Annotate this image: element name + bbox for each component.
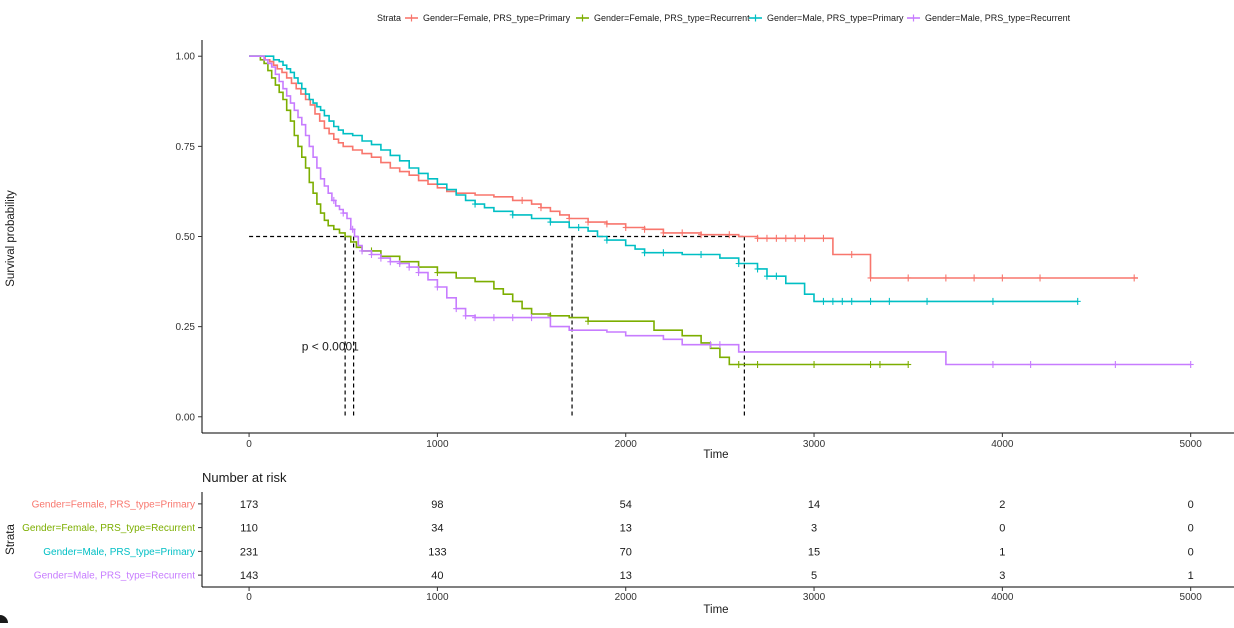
risk-x-tick-label: 5000	[1180, 592, 1203, 603]
legend-entry-4: Gender=Male, PRS_type=Recurrent	[925, 13, 1071, 23]
risk-cell: 0	[1188, 523, 1194, 535]
risk-cell: 2	[999, 499, 1005, 511]
risk-cell: 15	[808, 546, 820, 558]
y-tick-label: 0.25	[176, 322, 196, 333]
p-value-annotation: p < 0.0001	[302, 339, 359, 353]
risk-cell: 3	[811, 523, 817, 535]
y-axis-title: Survival probability	[5, 190, 17, 287]
survival-curve-3	[249, 55, 1078, 303]
risk-x-tick-label: 4000	[991, 592, 1014, 603]
x-tick-label: 2000	[615, 439, 638, 450]
legend-title: Strata	[377, 13, 401, 23]
risk-cell: 0	[999, 523, 1005, 535]
risk-x-axis-title: Time	[703, 604, 728, 616]
risk-y-axis-title: Strata	[5, 524, 17, 555]
y-tick-label: 1.00	[176, 52, 196, 63]
risk-cell: 1	[1188, 570, 1194, 582]
survival-curve-2	[249, 55, 909, 366]
risk-cell: 34	[431, 523, 443, 535]
y-tick-label: 0.50	[176, 232, 196, 243]
x-tick-label: 4000	[991, 439, 1014, 450]
survival-curve-4	[249, 55, 1191, 366]
risk-row-label-2: Gender=Female, PRS_type=Recurrent	[22, 523, 195, 534]
risk-table-panel: Number at risk Gender=Female, PRS_type=Pr…	[5, 470, 1234, 616]
window-corner	[0, 615, 8, 623]
x-tick-label: 1000	[426, 439, 449, 450]
risk-x-tick-label: 3000	[803, 592, 826, 603]
risk-cell: 14	[808, 499, 820, 511]
legend-entry-2: Gender=Female, PRS_type=Recurrent	[594, 13, 750, 23]
risk-x-tick-label: 1000	[426, 592, 449, 603]
survival-curve-1	[249, 55, 1138, 279]
risk-cell: 13	[620, 570, 632, 582]
risk-cell: 5	[811, 570, 817, 582]
risk-cell: 231	[240, 546, 258, 558]
risk-cell: 0	[1188, 499, 1194, 511]
risk-cell: 110	[240, 523, 258, 535]
risk-cell: 0	[1188, 546, 1194, 558]
legend: Strata Gender=Female, PRS_type=Primary Gen…	[377, 13, 1071, 23]
y-tick-label: 0.00	[176, 412, 196, 423]
x-tick-label: 0	[246, 439, 252, 450]
risk-cell: 133	[428, 546, 446, 558]
legend-entry-1: Gender=Female, PRS_type=Primary	[423, 13, 571, 23]
risk-cell: 70	[620, 546, 632, 558]
survival-plot-panel: 0.00 0.25 0.50 0.75 1.00 0 1000 2000 3000 4000 500…	[5, 40, 1234, 461]
risk-row-label-4: Gender=Male, PRS_type=Recurrent	[34, 571, 195, 582]
y-tick-label: 0.75	[176, 142, 196, 153]
risk-cell: 143	[240, 570, 258, 582]
risk-cell: 98	[431, 499, 443, 511]
x-axis-title: Time	[703, 449, 728, 461]
risk-cell: 13	[620, 523, 632, 535]
risk-cell: 40	[431, 570, 443, 582]
risk-cell: 54	[620, 499, 632, 511]
risk-cell: 1	[999, 546, 1005, 558]
risk-row-label-1: Gender=Female, PRS_type=Primary	[32, 499, 195, 510]
x-tick-label: 5000	[1180, 439, 1203, 450]
risk-x-tick-label: 0	[246, 592, 252, 603]
risk-cell: 173	[240, 499, 258, 511]
risk-row-label-3: Gender=Male, PRS_type=Primary	[43, 547, 195, 558]
risk-cell: 3	[999, 570, 1005, 582]
x-tick-label: 3000	[803, 439, 826, 450]
risk-x-tick-label: 2000	[615, 592, 638, 603]
legend-entry-3: Gender=Male, PRS_type=Primary	[767, 13, 904, 23]
risk-table-title: Number at risk	[202, 470, 287, 485]
